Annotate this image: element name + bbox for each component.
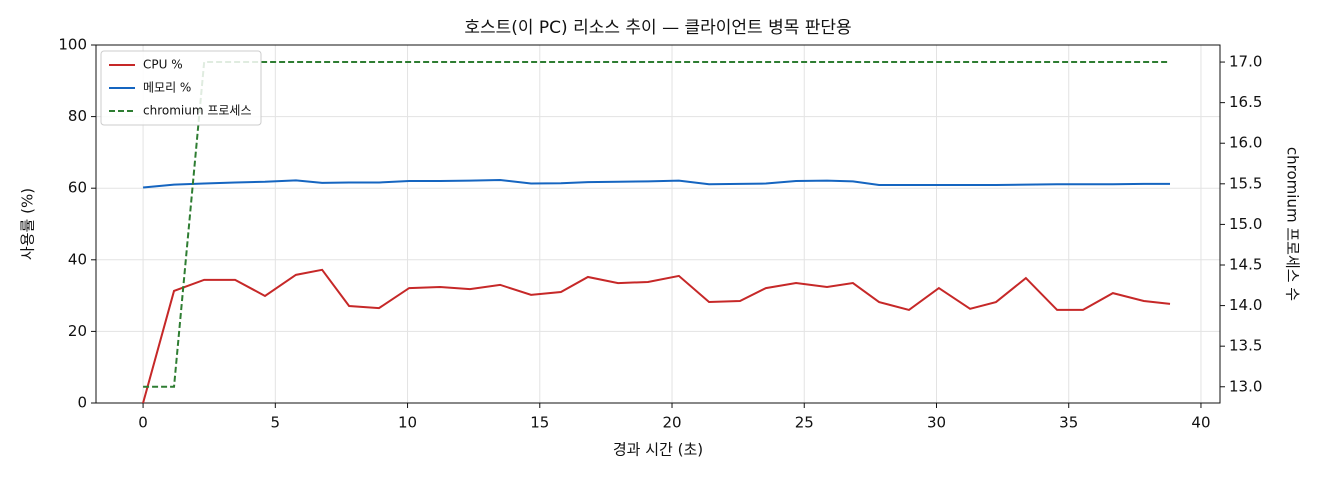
y2-tick-label: 14.0 (1229, 296, 1262, 314)
y-tick-label: 40 (68, 250, 87, 268)
x-tick-label: 40 (1191, 414, 1210, 432)
y2-tick-label: 17.0 (1229, 53, 1262, 71)
legend-box (100, 50, 262, 126)
x-axis-label: 경과 시간 (초) (613, 441, 703, 459)
y2-tick-label: 15.0 (1229, 215, 1262, 233)
y-tick-label: 60 (68, 179, 87, 197)
x-tick-label: 35 (1059, 414, 1078, 432)
x-tick-label: 20 (662, 414, 681, 432)
y2-tick-label: 14.5 (1229, 255, 1262, 273)
x-tick-label: 5 (271, 414, 281, 432)
y-tick-label: 80 (68, 107, 87, 125)
y2-tick-label: 13.5 (1229, 337, 1262, 355)
series-line (142, 178, 1171, 189)
legend-label: 메모리 % (143, 81, 191, 95)
y-tick-label: 20 (68, 322, 87, 340)
series-line (142, 268, 1171, 404)
x-tick-label: 30 (927, 414, 946, 432)
y-tick-label: 0 (77, 394, 87, 412)
y-axis-label: 사용률 (%) (19, 188, 37, 260)
plot-frame (95, 44, 1221, 404)
legend-label: chromium 프로세스 (143, 104, 252, 118)
y2-tick-label: 15.5 (1229, 174, 1262, 192)
x-tick-label: 10 (398, 414, 417, 432)
y2-tick-label: 16.5 (1229, 93, 1262, 111)
y2-tick-label: 16.0 (1229, 134, 1262, 152)
legend-label: CPU % (143, 58, 183, 72)
x-tick-label: 0 (138, 414, 148, 432)
y2-axis-label: chromium 프로세스 수 (1284, 147, 1302, 301)
x-tick-label: 25 (795, 414, 814, 432)
y-tick-label: 100 (58, 36, 87, 54)
x-tick-label: 15 (530, 414, 549, 432)
series-line (143, 61, 1171, 388)
chart-title: 호스트(이 PC) 리소스 추이 — 클라이언트 병목 판단용 (464, 18, 851, 38)
y2-tick-label: 13.0 (1229, 377, 1262, 395)
